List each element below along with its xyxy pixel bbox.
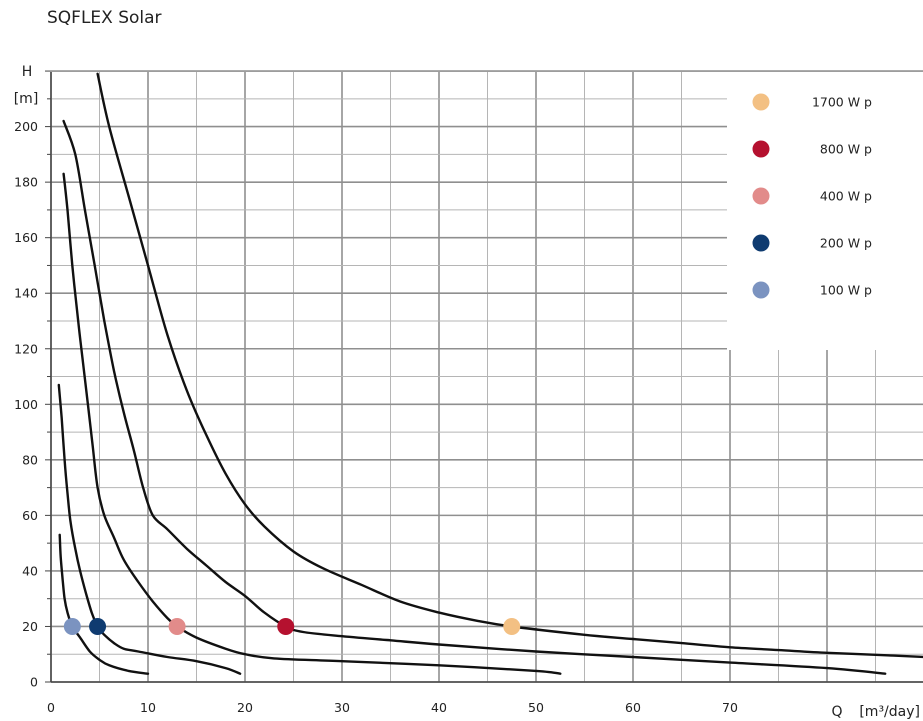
curve-4 bbox=[58, 533, 150, 675]
y-tick-label: 0 bbox=[30, 675, 38, 690]
y-tick-label: 140 bbox=[14, 286, 38, 301]
y-tick-label: 180 bbox=[14, 175, 38, 190]
x-tick-label: 40 bbox=[431, 700, 447, 715]
curve-1 bbox=[62, 119, 887, 675]
legend-swatch-0 bbox=[752, 93, 770, 111]
curve-3 bbox=[57, 383, 242, 675]
x-tick-label: 50 bbox=[528, 700, 544, 715]
y-axis-label: H bbox=[22, 64, 33, 80]
x-axis-label: Q bbox=[831, 704, 842, 720]
legend-label-0: 1700 W p bbox=[812, 95, 872, 110]
y-tick-label: 80 bbox=[22, 452, 38, 467]
x-tick-label: 20 bbox=[237, 700, 253, 715]
legend-label-2: 400 W p bbox=[820, 189, 872, 204]
x-tick-label: 60 bbox=[625, 700, 641, 715]
curve-2 bbox=[62, 172, 562, 675]
legend-swatch-4 bbox=[752, 281, 770, 299]
operating-point-3 bbox=[89, 617, 107, 635]
x-tick-label: 0 bbox=[47, 700, 55, 715]
x-tick-label: 70 bbox=[722, 700, 738, 715]
legend-swatch-3 bbox=[752, 234, 770, 252]
y-tick-label: 40 bbox=[22, 563, 38, 578]
y-tick-label: 100 bbox=[14, 397, 38, 412]
legend-box bbox=[727, 72, 923, 350]
chart-title: SQFLEX Solar bbox=[47, 8, 162, 28]
legend-label-3: 200 W p bbox=[820, 236, 872, 251]
legend: 1700 W p 800 W p 400 W p 200 W p 100 W p bbox=[752, 93, 872, 299]
operating-point-0 bbox=[503, 617, 521, 635]
x-tick-label: 10 bbox=[140, 700, 156, 715]
axes: 0 20 40 60 80 100 120 140 160 180 200 0 10 20 30 40 50 60… bbox=[14, 64, 923, 720]
operating-point-4 bbox=[63, 617, 81, 635]
y-axis-unit: [m] bbox=[14, 91, 39, 107]
legend-label-4: 100 W p bbox=[820, 283, 872, 298]
markers bbox=[63, 617, 521, 635]
operating-point-1 bbox=[277, 617, 295, 635]
y-tick-label: 120 bbox=[14, 341, 38, 356]
x-tick-label: 30 bbox=[334, 700, 350, 715]
legend-label-1: 800 W p bbox=[820, 142, 872, 157]
y-tick-label: 60 bbox=[22, 508, 38, 523]
curve-0 bbox=[96, 72, 923, 659]
y-tick-label: 20 bbox=[22, 619, 38, 634]
legend-swatch-1 bbox=[752, 140, 770, 158]
y-tick-label: 200 bbox=[14, 119, 38, 134]
grid bbox=[50, 70, 923, 683]
y-tick-label: 160 bbox=[14, 230, 38, 245]
legend-swatch-2 bbox=[752, 187, 770, 205]
operating-point-2 bbox=[168, 617, 186, 635]
x-axis-unit: [m³/day] bbox=[859, 704, 920, 720]
